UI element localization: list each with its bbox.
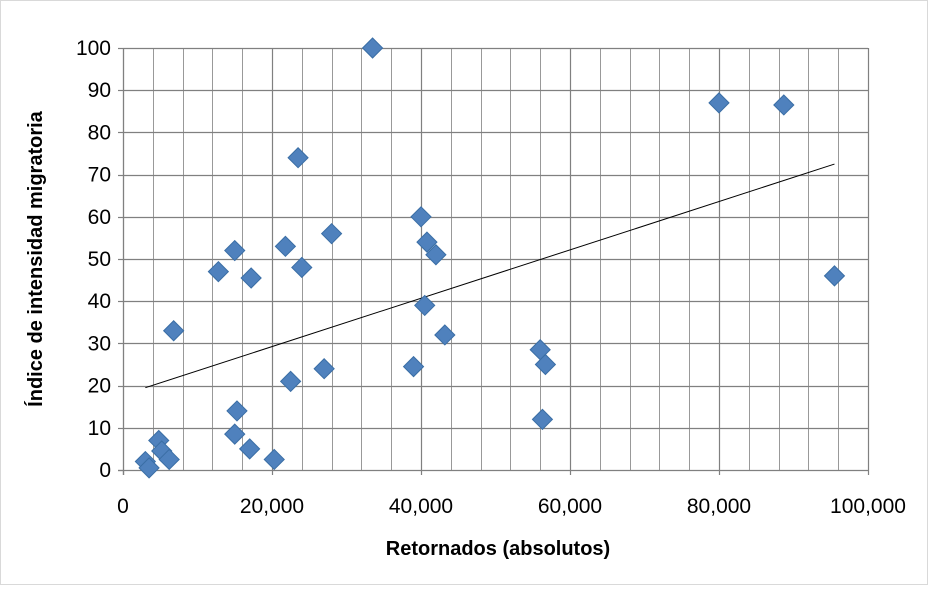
- data-point-diamond: [402, 355, 425, 378]
- y-tick-label: 10: [88, 417, 111, 440]
- y-tick-labels: 0 10 20 30 40 50 60 70 80 90 100: [76, 37, 111, 482]
- x-tick-label: 0: [117, 495, 129, 518]
- y-tick-label: 90: [88, 79, 111, 102]
- data-point-diamond: [414, 294, 436, 317]
- data-point-diamond: [320, 222, 343, 245]
- linear-trendline: [145, 163, 835, 389]
- data-point-diamond: [224, 239, 246, 262]
- data-point-diamond: [224, 423, 246, 445]
- data-point-diamond: [279, 370, 302, 393]
- data-point-diamond: [823, 265, 846, 287]
- y-tick-label: 40: [88, 290, 111, 313]
- data-point-diamond: [274, 235, 297, 258]
- y-axis-title: Índice de intensidad migratoria: [24, 110, 47, 406]
- data-point-diamond: [361, 37, 384, 59]
- y-tick-label: 0: [99, 459, 111, 482]
- data-point-diamond: [534, 353, 557, 376]
- data-point-diamond: [773, 94, 795, 116]
- x-tick-label: 20,000: [240, 495, 304, 518]
- y-tick-label: 70: [88, 164, 111, 187]
- data-point-diamond: [162, 320, 185, 342]
- trendline-layer: [145, 163, 835, 389]
- data-point-diamond: [313, 358, 335, 380]
- data-point-diamond: [410, 206, 432, 228]
- x-tick-labels: 0 20,000 40,000 60,000 80,000 100,000: [117, 495, 906, 518]
- data-point-diamond: [425, 244, 447, 266]
- data-point-diamond: [416, 231, 438, 253]
- x-tick-label: 40,000: [389, 495, 453, 518]
- data-point-diamond: [263, 448, 285, 471]
- x-axis-title: Retornados (absolutos): [386, 538, 610, 560]
- y-tick-label: 50: [88, 248, 111, 271]
- y-tick-label: 60: [88, 206, 111, 229]
- data-point-diamond: [708, 92, 730, 114]
- gridlines: [123, 47, 870, 470]
- y-tick-label: 30: [88, 332, 111, 355]
- data-point-diamond: [531, 408, 554, 431]
- data-point-diamond: [240, 267, 262, 289]
- data-point-diamond: [226, 400, 248, 422]
- data-point-diamond: [207, 260, 230, 283]
- data-point-diamond: [238, 438, 261, 460]
- y-tick-label: 20: [88, 375, 111, 398]
- data-point-diamond: [138, 457, 160, 479]
- data-point-diamond: [434, 324, 456, 346]
- data-point-diamond: [291, 256, 313, 279]
- axes: [118, 47, 870, 475]
- x-tick-label: 100,000: [830, 495, 906, 518]
- data-points: [134, 37, 846, 479]
- y-tick-label: 80: [88, 121, 111, 144]
- x-tick-label: 60,000: [538, 495, 602, 518]
- data-point-diamond: [287, 147, 309, 169]
- y-tick-label: 100: [76, 37, 111, 60]
- x-tick-label: 80,000: [687, 495, 751, 518]
- data-point-diamond: [158, 448, 180, 471]
